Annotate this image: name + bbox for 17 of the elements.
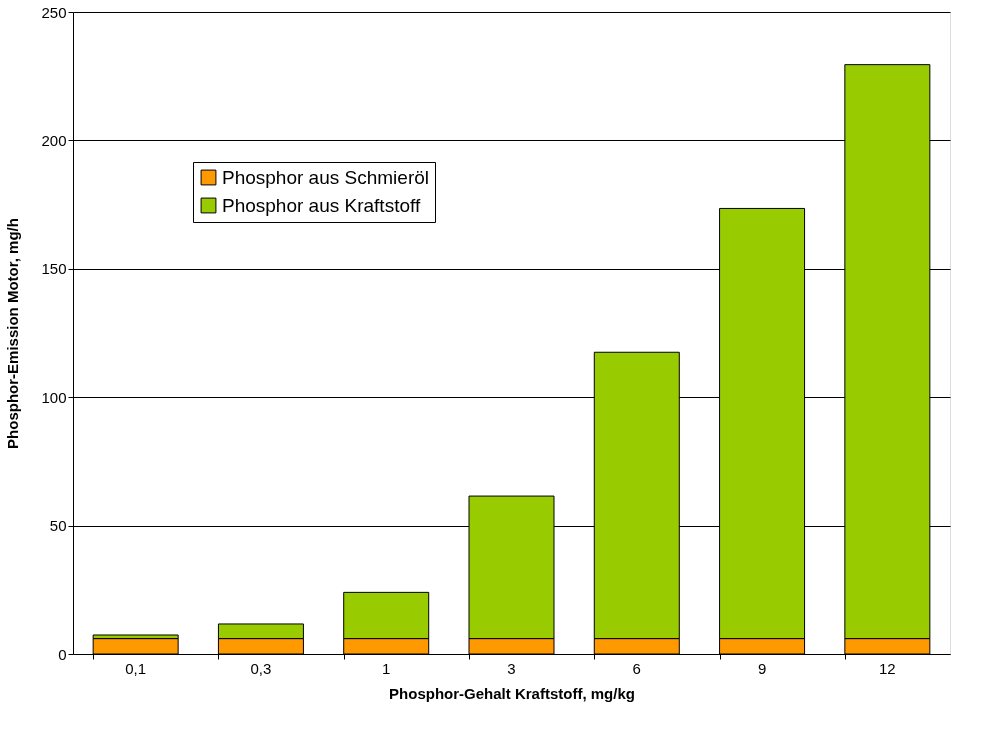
y-tick-label: 0 — [58, 645, 67, 663]
y-tick-label: 50 — [49, 517, 67, 535]
x-tick-label: 9 — [757, 659, 767, 677]
x-tick-label: 12 — [879, 659, 896, 677]
x-tick-label: 3 — [507, 659, 516, 677]
y-tick-label: 150 — [41, 260, 67, 278]
legend-label: Phosphor aus Schmieröl — [222, 166, 429, 188]
y-tick-label: 200 — [41, 131, 67, 149]
x-tick-label: 1 — [382, 659, 391, 677]
legend-label: Phosphor aus Kraftstoff — [222, 194, 421, 216]
x-tick-label: 6 — [632, 659, 641, 677]
y-axis-title: Phosphor-Emission Motor, mg/h — [4, 218, 22, 449]
x-axis-title: Phosphor-Gehalt Kraftstoff, mg/kg — [389, 684, 635, 702]
x-tick-label: 0,3 — [250, 659, 272, 677]
x-tick-label: 0,1 — [125, 659, 147, 677]
y-tick-label: 100 — [41, 388, 67, 406]
y-tick-label: 250 — [41, 3, 67, 21]
